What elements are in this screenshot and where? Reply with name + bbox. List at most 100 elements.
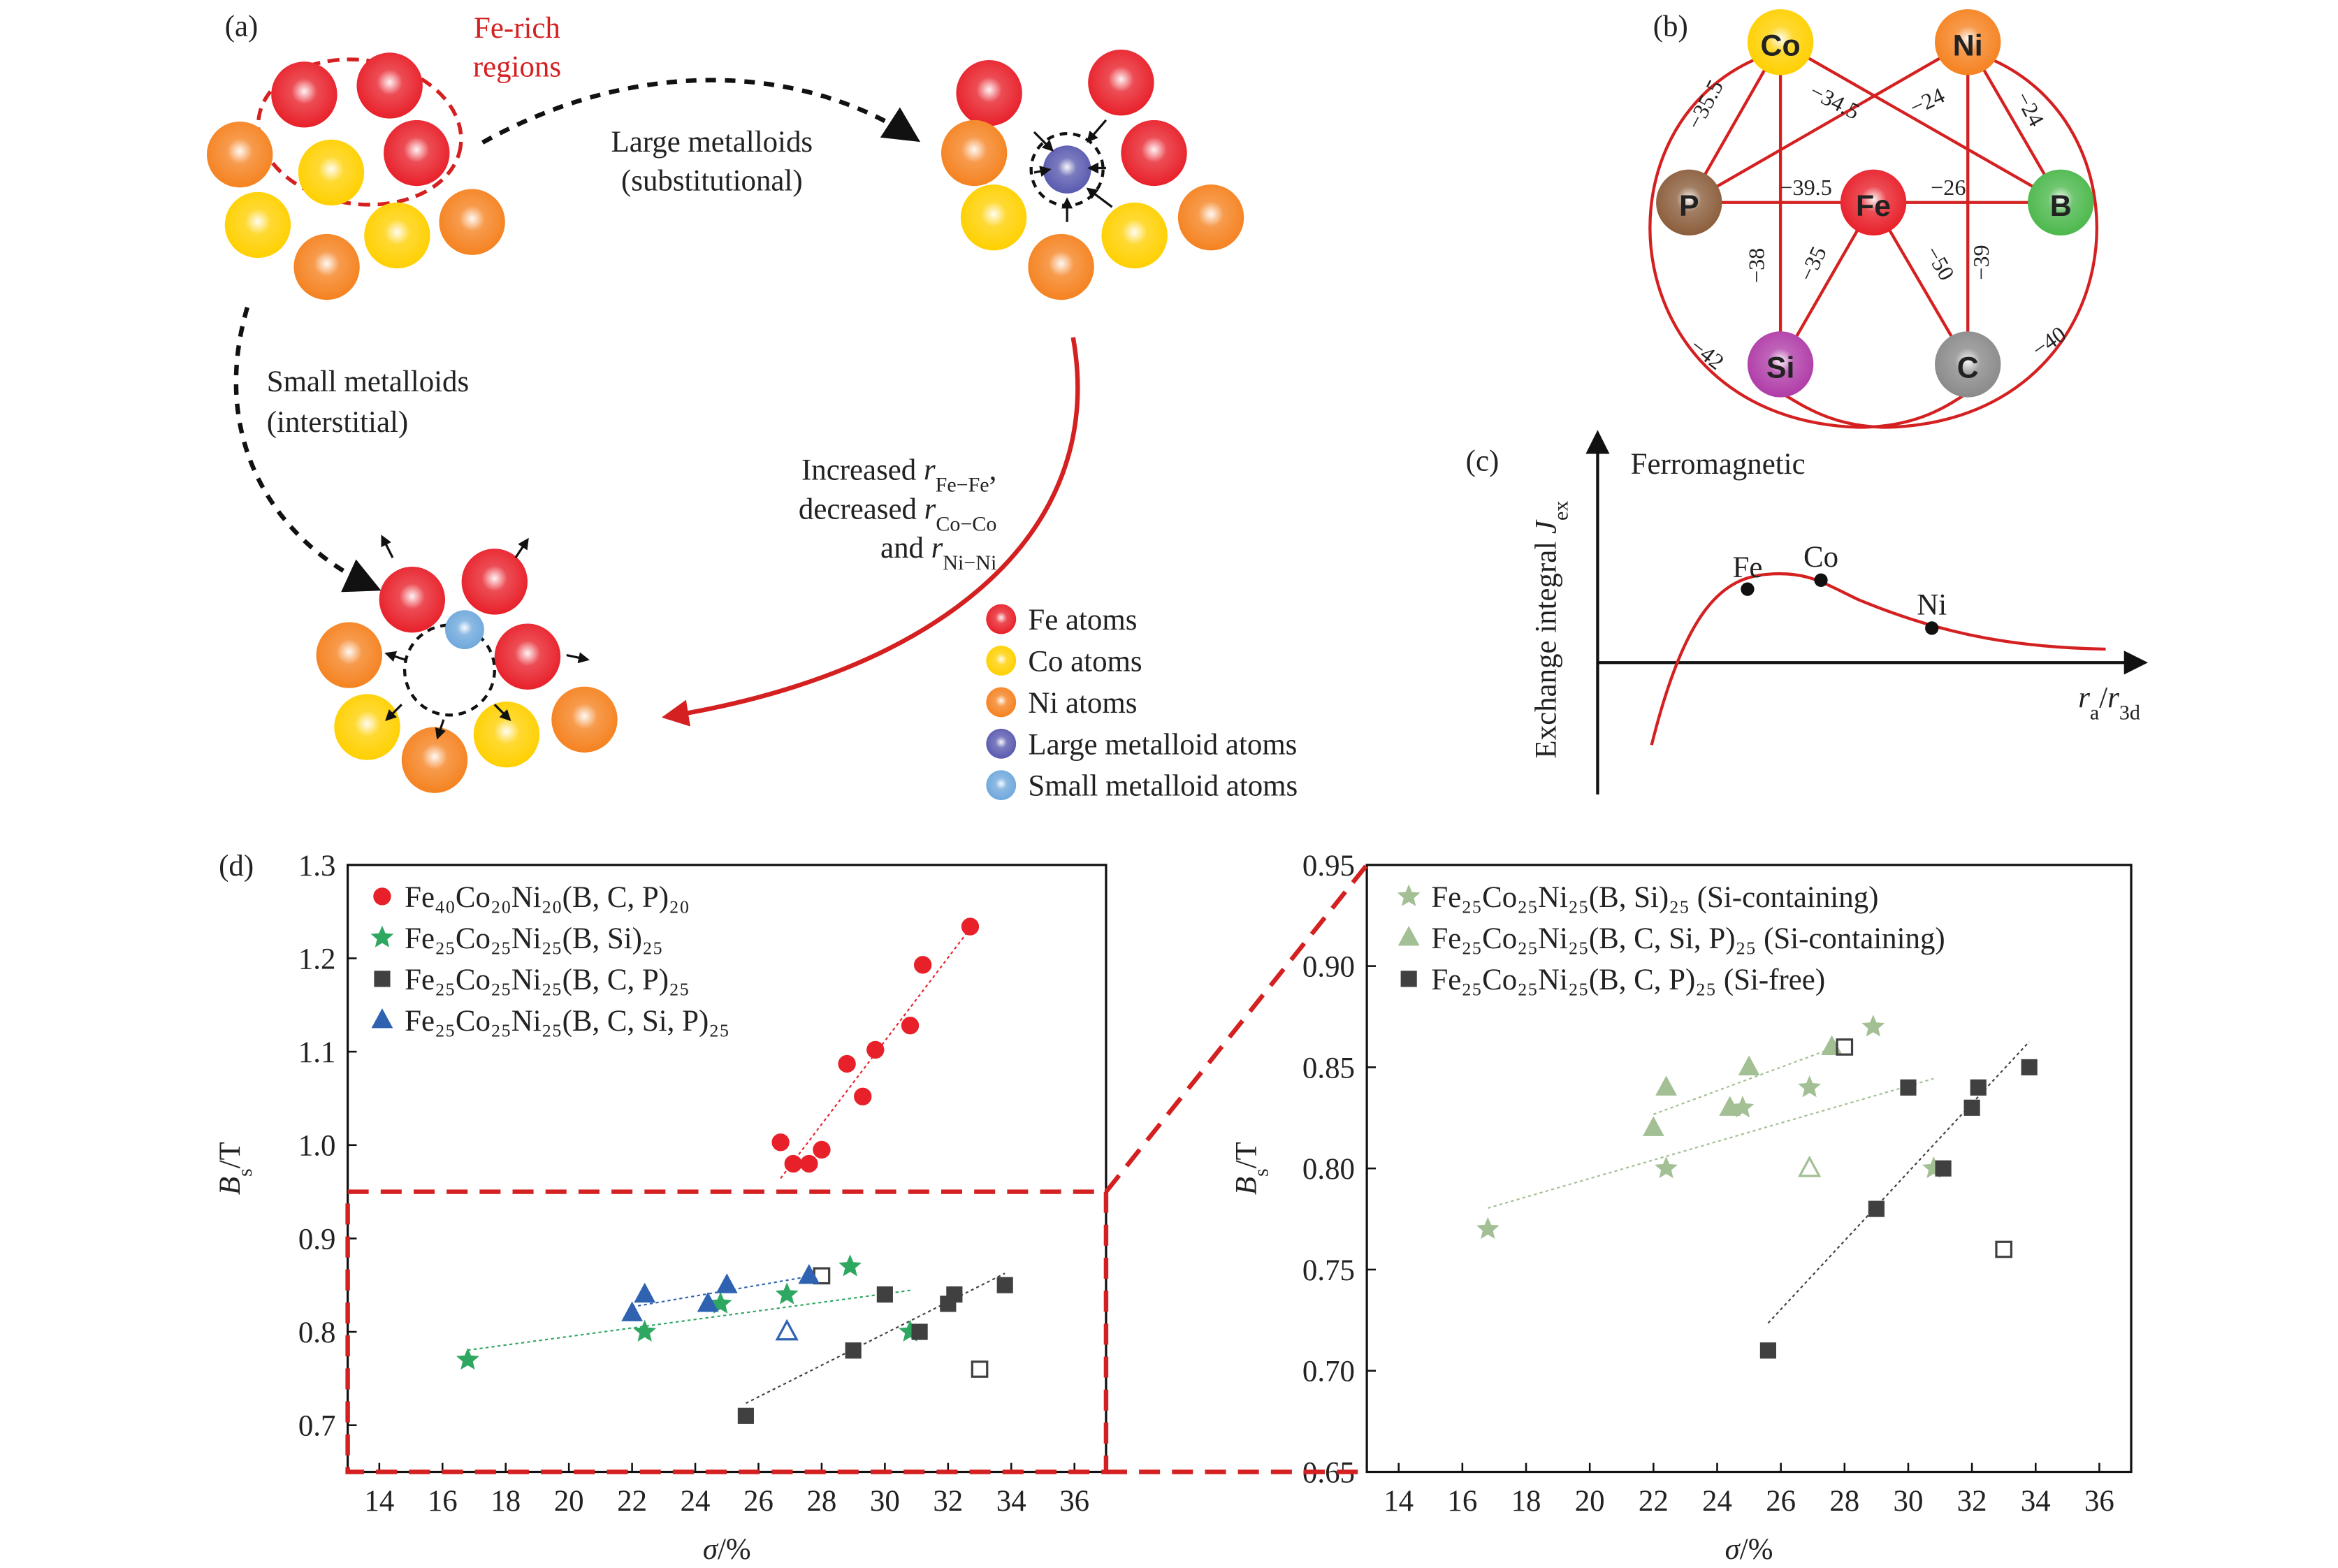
y-tick-label: 1.2: [298, 943, 336, 975]
atom-shine: [986, 728, 1017, 759]
point: [456, 1347, 479, 1370]
x-tick-label: 28: [1829, 1485, 1859, 1518]
plot-frame: [1365, 864, 2133, 1474]
point: [1400, 971, 1417, 987]
atom-shine: [271, 61, 337, 128]
edge-label: −24: [1906, 82, 1949, 120]
text-part: decreased: [799, 493, 924, 525]
atom-shine: [206, 121, 273, 188]
text-part: B: [214, 1177, 247, 1195]
arrow: [481, 78, 921, 145]
node-label: B: [2050, 189, 2072, 223]
text-part: r: [931, 532, 943, 565]
text-part: Fe−Fe: [936, 473, 989, 496]
panel-label: (d): [219, 850, 254, 883]
y-tick-label: 1.3: [298, 850, 336, 883]
text-part: Increased: [801, 454, 924, 487]
text-part: B: [1230, 1177, 1263, 1195]
point: [374, 971, 391, 987]
point: [737, 1407, 754, 1424]
point: [370, 925, 394, 948]
text-part: r: [2078, 682, 2090, 715]
x-tick-label: 26: [1766, 1485, 1796, 1518]
point: [1836, 1038, 1854, 1056]
text-part: Ni−Ni: [943, 551, 996, 574]
arrow-small: [1087, 119, 1108, 143]
x-tick-label: 34: [2021, 1485, 2051, 1518]
text-part: and: [880, 532, 931, 565]
y-tick-label: 0.90: [1302, 951, 1355, 984]
atom-shine: [1840, 169, 1907, 235]
y-tick-label: 0.70: [1302, 1356, 1355, 1388]
point: [913, 956, 932, 974]
atom-shine: [356, 52, 423, 119]
text-part: /%: [718, 1533, 751, 1566]
x-axis-label: σ/%: [703, 1533, 751, 1566]
x-axis-label: σ/%: [1725, 1533, 1773, 1566]
text-part: /%: [1740, 1533, 1773, 1566]
text-part: ex: [1549, 501, 1572, 521]
axis-label: ra/r3d: [2078, 682, 2140, 724]
point: [634, 1282, 656, 1303]
atom-shine: [379, 566, 446, 633]
point: [876, 1286, 893, 1303]
atom-shine: [1747, 9, 1814, 75]
x-tick-label: 32: [1957, 1485, 1987, 1518]
node-label: C: [1957, 351, 1979, 385]
y-axis-label: Bs/T: [1230, 1142, 1272, 1195]
x-tick-label: 20: [554, 1485, 584, 1518]
atom-shine: [960, 184, 1027, 251]
legend-label: Large metalloid atoms: [1028, 728, 1297, 761]
edge-label: −26: [1931, 175, 1966, 200]
point: [1798, 1155, 1822, 1177]
atom-shine: [298, 139, 365, 206]
x-tick-label: 22: [1639, 1485, 1669, 1518]
point-label: Fe: [1732, 551, 1762, 584]
text-part: 3d: [2119, 701, 2140, 724]
edge: [1780, 41, 2062, 204]
annotation: decreased rCo−Co: [799, 493, 996, 535]
y-tick-label: 0.8: [298, 1316, 336, 1349]
point: [1741, 582, 1755, 596]
arrow-small: [514, 537, 529, 559]
legend-label: Ni atoms: [1028, 687, 1137, 720]
atom-shine: [473, 702, 540, 768]
legend-label: Fe₂₅Co₂₅Ni₂₅(B, Si)₂₅: [405, 922, 663, 955]
point: [1397, 884, 1421, 906]
trend-line: [467, 1289, 910, 1351]
annotation: Fe-rich: [474, 12, 560, 45]
site: [402, 623, 496, 717]
x-tick-label: 16: [428, 1485, 458, 1518]
x-tick-label: 16: [1447, 1485, 1477, 1518]
point: [1655, 1156, 1678, 1179]
annotation: (substitutional): [621, 165, 803, 198]
atom-shine: [1028, 233, 1094, 300]
x-tick-label: 26: [743, 1485, 774, 1518]
text-part: s: [233, 1168, 256, 1177]
edge-label: −39.5: [1780, 175, 1831, 200]
point: [838, 1054, 856, 1073]
text-part: J: [1530, 519, 1562, 534]
legend-label: Fe₂₅Co₂₅Ni₂₅(B, Si)₂₅ (Si-containing): [1431, 881, 1878, 914]
annotation: and rNi−Ni: [880, 532, 996, 574]
text-part: Co−Co: [936, 512, 996, 535]
edge-label: −42: [1685, 333, 1729, 375]
axis-label: Exchange integral Jex: [1530, 501, 1571, 759]
point: [784, 1154, 802, 1173]
legend-label: Fe₂₅Co₂₅Ni₂₅(B, C, P)₂₅ (Si-free): [1431, 964, 1825, 996]
text-part: Exchange integral: [1530, 534, 1562, 758]
text-part: r: [924, 493, 936, 525]
edge: [1688, 41, 1969, 204]
annotation: Increased rFe−Fe,: [801, 454, 996, 497]
text-part: ,: [989, 454, 997, 487]
y-axis-label: Bs/T: [214, 1142, 256, 1195]
point: [901, 1017, 920, 1035]
legend-label: Fe₄₀Co₂₀Ni₂₀(B, C, P)₂₀: [405, 881, 690, 914]
point: [798, 1264, 820, 1284]
panel-label: (b): [1653, 10, 1688, 43]
atom-shine: [986, 604, 1017, 634]
point: [775, 1319, 799, 1341]
y-tick-label: 0.95: [1302, 850, 1355, 883]
text-part: s: [1249, 1168, 1272, 1177]
trend-line: [1488, 1077, 1934, 1209]
